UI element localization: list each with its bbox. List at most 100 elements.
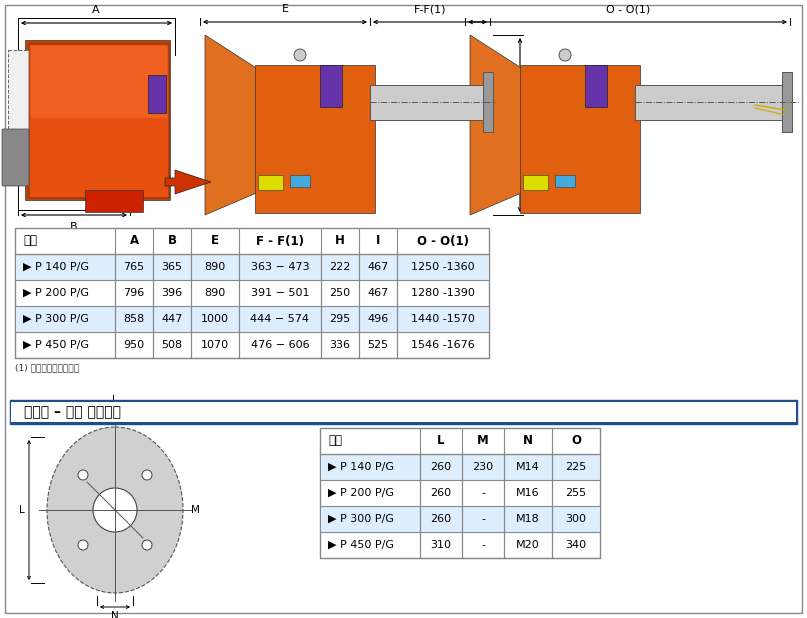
- Text: 796: 796: [123, 288, 144, 298]
- Text: 300: 300: [566, 514, 587, 524]
- Text: L: L: [437, 434, 445, 447]
- Text: 225: 225: [566, 462, 587, 472]
- Bar: [320, 428, 600, 558]
- Bar: [10, 400, 797, 424]
- Text: M20: M20: [516, 540, 540, 550]
- Circle shape: [294, 49, 306, 61]
- Text: 467: 467: [367, 288, 389, 298]
- Text: 396: 396: [161, 288, 182, 298]
- Text: 230: 230: [472, 462, 494, 472]
- Bar: [370, 85, 490, 120]
- Text: 765: 765: [123, 262, 144, 272]
- Text: E: E: [282, 4, 288, 14]
- Text: 890: 890: [204, 262, 226, 272]
- Text: 950: 950: [123, 340, 144, 350]
- FancyBboxPatch shape: [29, 44, 169, 198]
- Text: 890: 890: [204, 288, 226, 298]
- Circle shape: [559, 49, 571, 61]
- Bar: [321, 454, 599, 480]
- Bar: [10, 8, 797, 223]
- Text: 467: 467: [367, 262, 389, 272]
- Text: 燃烧器 – 锅炉 安装法兰: 燃烧器 – 锅炉 安装法兰: [24, 405, 121, 419]
- Text: H: H: [508, 98, 516, 108]
- Text: 447: 447: [161, 314, 182, 324]
- Text: 1280 -1390: 1280 -1390: [411, 288, 475, 298]
- Text: 391 − 501: 391 − 501: [251, 288, 309, 298]
- Text: 型号: 型号: [328, 434, 342, 447]
- Text: 260: 260: [430, 462, 452, 472]
- Circle shape: [78, 470, 88, 480]
- Text: ▶ P 140 P/G: ▶ P 140 P/G: [23, 262, 89, 272]
- Bar: [483, 72, 493, 132]
- Text: 1440 -1570: 1440 -1570: [411, 314, 475, 324]
- Text: 365: 365: [161, 262, 182, 272]
- Text: 525: 525: [367, 340, 388, 350]
- Bar: [635, 85, 790, 120]
- Text: (1) 带加长燃烧头的长度: (1) 带加长燃烧头的长度: [15, 363, 79, 372]
- Text: I: I: [376, 234, 380, 247]
- Bar: [148, 75, 166, 113]
- Circle shape: [142, 540, 152, 550]
- Bar: [520, 65, 640, 213]
- Bar: [290, 175, 310, 187]
- Text: O - O(1): O - O(1): [606, 4, 650, 14]
- Text: 476 − 606: 476 − 606: [251, 340, 309, 350]
- Text: B: B: [168, 234, 177, 247]
- Text: 340: 340: [566, 540, 587, 550]
- Text: 310: 310: [430, 540, 451, 550]
- Text: M: M: [477, 434, 489, 447]
- Text: ▶ P 140 P/G: ▶ P 140 P/G: [328, 462, 394, 472]
- Bar: [320, 65, 342, 107]
- FancyBboxPatch shape: [2, 129, 29, 186]
- Text: F-F(1): F-F(1): [414, 4, 446, 14]
- Bar: [258, 175, 283, 190]
- Text: 496: 496: [367, 314, 389, 324]
- Text: -: -: [481, 488, 485, 498]
- Text: L: L: [112, 395, 118, 405]
- Text: 250: 250: [329, 288, 350, 298]
- Text: 260: 260: [430, 488, 452, 498]
- Bar: [16, 307, 488, 331]
- Polygon shape: [205, 35, 275, 215]
- Circle shape: [142, 470, 152, 480]
- Bar: [15, 228, 489, 358]
- Text: 255: 255: [566, 488, 587, 498]
- Text: M: M: [191, 505, 200, 515]
- Text: F - F(1): F - F(1): [256, 234, 304, 247]
- Text: O: O: [571, 434, 581, 447]
- Polygon shape: [470, 35, 540, 215]
- Text: B: B: [70, 222, 77, 232]
- Text: 222: 222: [329, 262, 351, 272]
- Text: A: A: [92, 5, 100, 15]
- Text: N: N: [111, 611, 119, 618]
- Bar: [8, 50, 30, 150]
- Text: M: M: [136, 416, 145, 426]
- Bar: [555, 175, 575, 187]
- Text: 444 − 574: 444 − 574: [250, 314, 310, 324]
- Bar: [782, 72, 792, 132]
- Text: M18: M18: [516, 514, 540, 524]
- Text: O: O: [73, 510, 82, 520]
- Text: 1070: 1070: [201, 340, 229, 350]
- Text: 363 − 473: 363 − 473: [251, 262, 309, 272]
- Text: 336: 336: [329, 340, 350, 350]
- Text: 1250 -1360: 1250 -1360: [412, 262, 475, 272]
- Bar: [585, 65, 607, 107]
- Text: M14: M14: [516, 462, 540, 472]
- Text: -: -: [481, 540, 485, 550]
- Text: A: A: [129, 234, 139, 247]
- Text: 858: 858: [123, 314, 144, 324]
- Circle shape: [93, 488, 137, 532]
- Text: 1546 -1676: 1546 -1676: [411, 340, 475, 350]
- Text: O - O(1): O - O(1): [417, 234, 469, 247]
- FancyArrow shape: [165, 170, 211, 194]
- Text: ▶ P 300 P/G: ▶ P 300 P/G: [23, 314, 89, 324]
- Bar: [16, 255, 488, 279]
- Text: -: -: [481, 514, 485, 524]
- Bar: [255, 65, 375, 213]
- Text: N: N: [523, 434, 533, 447]
- Bar: [11, 402, 796, 422]
- Text: ▶ P 200 P/G: ▶ P 200 P/G: [328, 488, 394, 498]
- FancyBboxPatch shape: [31, 46, 167, 118]
- Text: M16: M16: [516, 488, 540, 498]
